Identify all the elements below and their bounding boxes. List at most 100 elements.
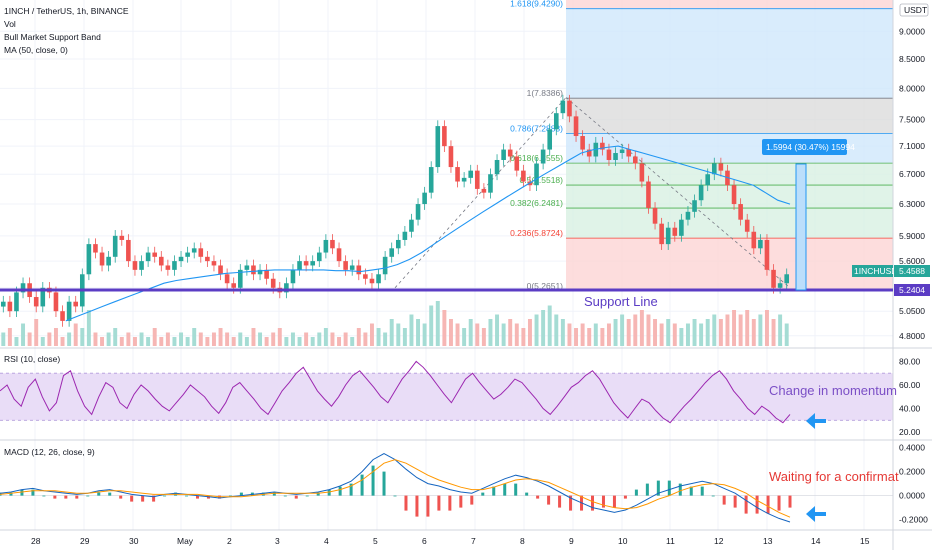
candle-body [422, 192, 427, 205]
candle-body [382, 256, 388, 275]
support-line-label: Support Line [584, 294, 658, 309]
volume-bar [699, 323, 704, 346]
volume-bar [593, 323, 598, 346]
volume-bar [468, 319, 473, 346]
volume-bar [310, 337, 315, 346]
candle-body [659, 223, 664, 245]
volume-bar [764, 310, 769, 346]
volume-bar [337, 337, 342, 346]
candle-body [402, 231, 408, 240]
time-axis[interactable]: 28 29 30 May 2 3 4 5 6 7 8 9 10 11 12 13 14 15 [31, 536, 870, 546]
candle-body [586, 149, 592, 157]
candle-body [442, 126, 447, 147]
candle-body [705, 174, 711, 186]
volume-bar [60, 337, 65, 346]
macd-histogram-bar [327, 489, 331, 496]
macd-histogram-bar [294, 495, 298, 499]
volume-bar [402, 328, 407, 346]
candle-body [211, 261, 217, 266]
time-tick-label: 13 [763, 536, 773, 546]
time-tick-label: 12 [714, 536, 724, 546]
volume-bar [119, 337, 124, 346]
macd-tick-label: 0.4000 [899, 443, 925, 453]
candle-body [632, 156, 638, 164]
macd-histogram-bar [305, 495, 309, 497]
volume-bar [620, 314, 625, 346]
symbol-title[interactable]: 1INCH / TetherUS, 1h, BINANCE [4, 6, 129, 16]
volume-bar [277, 328, 282, 346]
volume-bar [304, 332, 309, 346]
candle-body [363, 274, 368, 279]
candle-body [152, 252, 158, 257]
volume-bar [152, 328, 157, 346]
macd-histogram-bar [97, 492, 101, 496]
candle-body [244, 265, 250, 270]
volume-bar [34, 319, 39, 346]
fib-retracement[interactable]: 1.618(9.4290)1(7.8386)0.786(7.2883)0.618… [394, 0, 893, 292]
candle-body [139, 261, 144, 270]
macd-legend[interactable]: MACD (12, 26, close, 9) [4, 447, 95, 457]
volume-bar [685, 323, 690, 346]
candle-body [198, 248, 204, 257]
time-tick-label: 8 [520, 536, 525, 546]
macd-pane [0, 453, 893, 523]
currency-badge[interactable] [899, 3, 929, 17]
macd-histogram-bar [623, 495, 627, 499]
candle-body [14, 292, 19, 312]
vol-legend[interactable]: Vol [4, 19, 16, 29]
candle-body [172, 261, 177, 270]
macd-histogram-bar [108, 492, 112, 496]
volume-bar [771, 319, 776, 346]
volume-bar [738, 314, 743, 346]
volume-bar [73, 323, 78, 346]
rsi-tick-label: 60.00 [899, 380, 921, 390]
volume-bar [455, 323, 460, 346]
volume-bar [416, 319, 421, 346]
price-tick-label: 6.7000 [899, 169, 925, 179]
fib-zone [566, 238, 893, 291]
candle-body [652, 207, 658, 224]
macd-histogram-bar [547, 495, 551, 505]
candle-body [507, 149, 513, 157]
fib-trend-line [394, 97, 567, 289]
price-tick-label: 8.5000 [899, 54, 925, 64]
macd-histogram-bar [338, 486, 342, 496]
volume-bar [317, 332, 322, 346]
volume-bar [574, 328, 579, 346]
bmsb-legend[interactable]: Bull Market Support Band [4, 32, 101, 42]
volume-bar [521, 328, 526, 346]
time-tick-label: 14 [811, 536, 821, 546]
candle-body [310, 261, 316, 266]
candle-body [40, 287, 46, 307]
fib-level-label: 1.618(9.4290) [510, 0, 563, 9]
candle-body [323, 239, 329, 253]
price-tick-label: 9.0000 [899, 26, 925, 36]
macd-histogram-bar [152, 495, 156, 502]
macd-histogram-bar [360, 474, 364, 496]
ma-legend[interactable]: MA (50, close, 0) [4, 45, 68, 55]
volume-bar [778, 314, 783, 346]
candle-body [297, 261, 302, 270]
volume-bar [442, 310, 447, 346]
fib-level-label: 0.786(7.2883) [510, 123, 563, 133]
macd-histogram-bar [141, 495, 145, 502]
macd-histogram-bar [711, 495, 715, 497]
measure-range[interactable] [795, 163, 807, 291]
confirm-label: Waiting for a confirmat [769, 469, 899, 484]
price-axis[interactable]: 4.80005.05005.30005.60005.90006.30006.70… [899, 26, 928, 524]
macd-histogram-bar [601, 495, 605, 508]
momentum-label: Change in momentum [769, 383, 897, 398]
volume-bars [1, 301, 789, 346]
volume-bar [159, 337, 164, 346]
rsi-series-line [0, 360, 791, 424]
rsi-legend[interactable]: RSI (10, close) [4, 354, 60, 364]
volume-bar [606, 323, 611, 346]
volume-bar [481, 328, 486, 346]
macd-histogram-bar [239, 492, 243, 496]
volume-bar [198, 332, 203, 346]
volume-bar [238, 332, 243, 346]
candle-body [316, 252, 322, 262]
macd-histogram-bar [448, 495, 452, 511]
macd-histogram-bar [667, 480, 671, 496]
candle-body [738, 204, 743, 220]
